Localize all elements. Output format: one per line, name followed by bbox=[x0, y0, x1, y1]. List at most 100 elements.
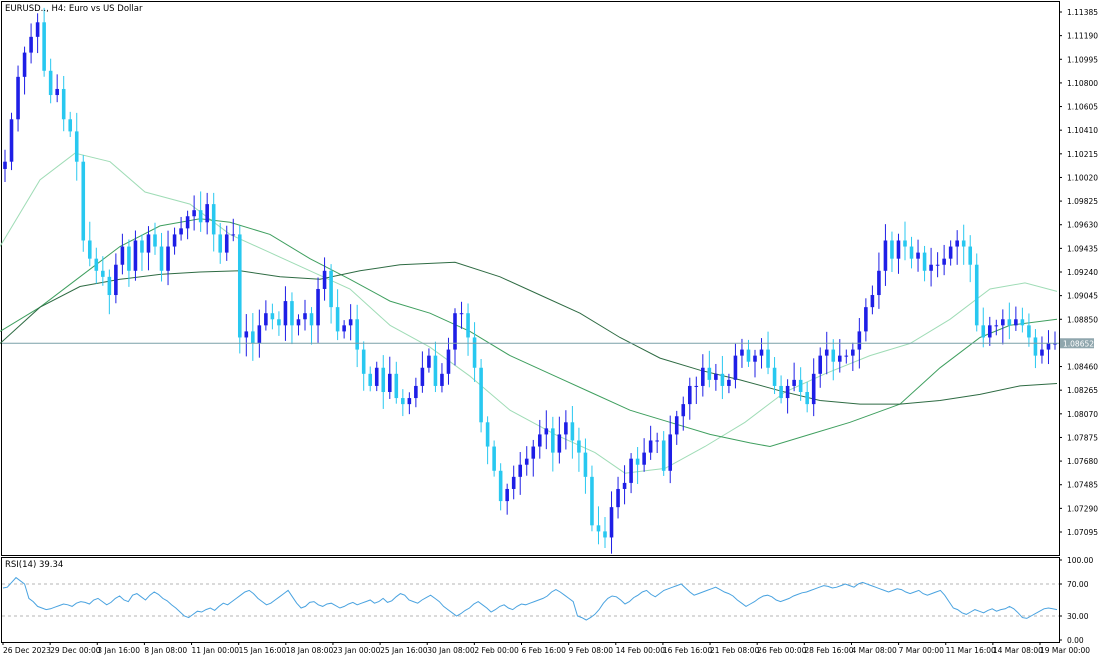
candle-body bbox=[1027, 325, 1031, 338]
candle-body bbox=[864, 307, 868, 332]
candle-body bbox=[185, 216, 190, 229]
candle-body bbox=[622, 482, 627, 489]
candle-body bbox=[427, 355, 431, 368]
candle-body bbox=[961, 240, 966, 247]
price-tick-label: 1.08070 bbox=[1067, 410, 1098, 419]
candle-body bbox=[211, 204, 216, 235]
candle-body bbox=[701, 367, 705, 386]
candle-body bbox=[257, 325, 262, 344]
price-tick-label: 1.11190 bbox=[1067, 32, 1098, 41]
candle-body bbox=[42, 22, 46, 71]
candle-body bbox=[590, 476, 594, 526]
candle-body bbox=[22, 52, 27, 77]
candle-body bbox=[459, 313, 464, 315]
candle-body bbox=[805, 392, 809, 405]
rsi-tick-label: 0.00 bbox=[1067, 636, 1084, 645]
price-axis: 1.11385 1.11190 1.10995 1.10800 1.10605 1.104… bbox=[1059, 8, 1098, 537]
candle-body bbox=[1046, 343, 1051, 350]
price-tick-label: 1.10215 bbox=[1067, 150, 1098, 159]
moving-average-line bbox=[0, 261, 1058, 405]
price-tick-label: 1.07680 bbox=[1067, 457, 1098, 466]
current-price-line: 1.08652 bbox=[2, 338, 1094, 349]
candle-body bbox=[779, 385, 783, 399]
candle-body bbox=[851, 349, 855, 356]
candle-body bbox=[127, 246, 131, 271]
time-tick-label: 6 Feb 16:00 bbox=[522, 646, 567, 655]
candle-body bbox=[120, 246, 125, 265]
candle-body bbox=[674, 416, 679, 435]
candle-body bbox=[537, 434, 542, 447]
candle-body bbox=[283, 301, 288, 326]
rsi-axis: 100.00 70.00 30.00 0.00 bbox=[2, 556, 1093, 645]
candle-body bbox=[818, 355, 823, 374]
candle-body bbox=[857, 331, 862, 350]
candle-body bbox=[635, 458, 640, 465]
time-tick-label: 15 Jan 16:00 bbox=[239, 646, 287, 655]
candle-body bbox=[61, 88, 66, 120]
candle-body bbox=[198, 210, 203, 223]
price-tick-label: 1.09435 bbox=[1067, 244, 1098, 253]
chart-title: EURUSD.., H4: Euro vs US Dollar bbox=[5, 4, 143, 14]
candle-body bbox=[935, 264, 940, 266]
candle-body bbox=[837, 355, 842, 362]
candle-body bbox=[361, 349, 366, 374]
candle-body bbox=[570, 422, 575, 441]
candlesticks bbox=[3, 7, 1057, 554]
candle-body bbox=[870, 295, 875, 308]
rsi-tick-label: 30.00 bbox=[1067, 612, 1089, 621]
candle-body bbox=[179, 228, 183, 235]
time-tick-label: 28 Feb 16:00 bbox=[804, 646, 853, 655]
time-tick-label: 8 Jan 08:00 bbox=[144, 646, 187, 655]
candle-body bbox=[707, 367, 712, 380]
candle-body bbox=[414, 385, 418, 399]
time-axis: 26 Dec 2023 29 Dec 00:003 Jan 16:00 8 Jan … bbox=[2, 642, 1090, 655]
candle-body bbox=[479, 367, 483, 423]
candle-body bbox=[159, 246, 164, 271]
candle-body bbox=[16, 76, 20, 120]
candle-body bbox=[290, 301, 294, 326]
price-tick-label: 1.07290 bbox=[1067, 504, 1098, 513]
price-tick-label: 1.10605 bbox=[1067, 103, 1098, 112]
candle-body bbox=[335, 307, 340, 332]
candle-body bbox=[1053, 343, 1057, 345]
time-tick-label: 3 Jan 16:00 bbox=[97, 646, 140, 655]
candle-body bbox=[87, 240, 92, 259]
time-tick-label: 18 Jan 08:00 bbox=[286, 646, 334, 655]
candle-body bbox=[348, 319, 353, 326]
candle-body bbox=[94, 258, 99, 271]
candle-body bbox=[205, 204, 209, 223]
candle-body bbox=[785, 385, 790, 399]
candle-body bbox=[511, 476, 516, 489]
candle-body bbox=[831, 349, 836, 362]
candle-body bbox=[237, 234, 242, 338]
candle-body bbox=[844, 355, 849, 357]
candle-body bbox=[942, 258, 946, 265]
candle-body bbox=[453, 313, 457, 350]
candle-body bbox=[694, 385, 699, 387]
candle-body bbox=[485, 422, 490, 447]
time-tick-label: 14 Mar 08:00 bbox=[993, 646, 1043, 655]
price-tick-label: 1.08265 bbox=[1067, 386, 1098, 395]
time-tick-label: 26 Feb 00:00 bbox=[757, 646, 806, 655]
candle-body bbox=[107, 276, 112, 296]
candle-body bbox=[518, 464, 523, 477]
candle-body bbox=[420, 367, 425, 386]
moving-average-line bbox=[0, 152, 1058, 474]
time-tick-label: 4 Mar 08:00 bbox=[851, 646, 897, 655]
candle-body bbox=[316, 288, 320, 326]
moving-average-line bbox=[0, 218, 1058, 448]
price-tick-label: 1.07095 bbox=[1067, 528, 1098, 537]
price-tick-label: 1.07875 bbox=[1067, 433, 1098, 442]
candle-body bbox=[48, 70, 53, 96]
candle-body bbox=[903, 240, 907, 247]
candle-body bbox=[3, 161, 7, 169]
time-tick-label: 16 Feb 16:00 bbox=[663, 646, 712, 655]
candle-body bbox=[877, 270, 881, 296]
price-tick-label: 1.07485 bbox=[1067, 481, 1098, 490]
candle-body bbox=[114, 264, 118, 296]
candle-body bbox=[231, 234, 236, 236]
candle-body bbox=[270, 313, 275, 320]
candle-body bbox=[746, 349, 751, 362]
